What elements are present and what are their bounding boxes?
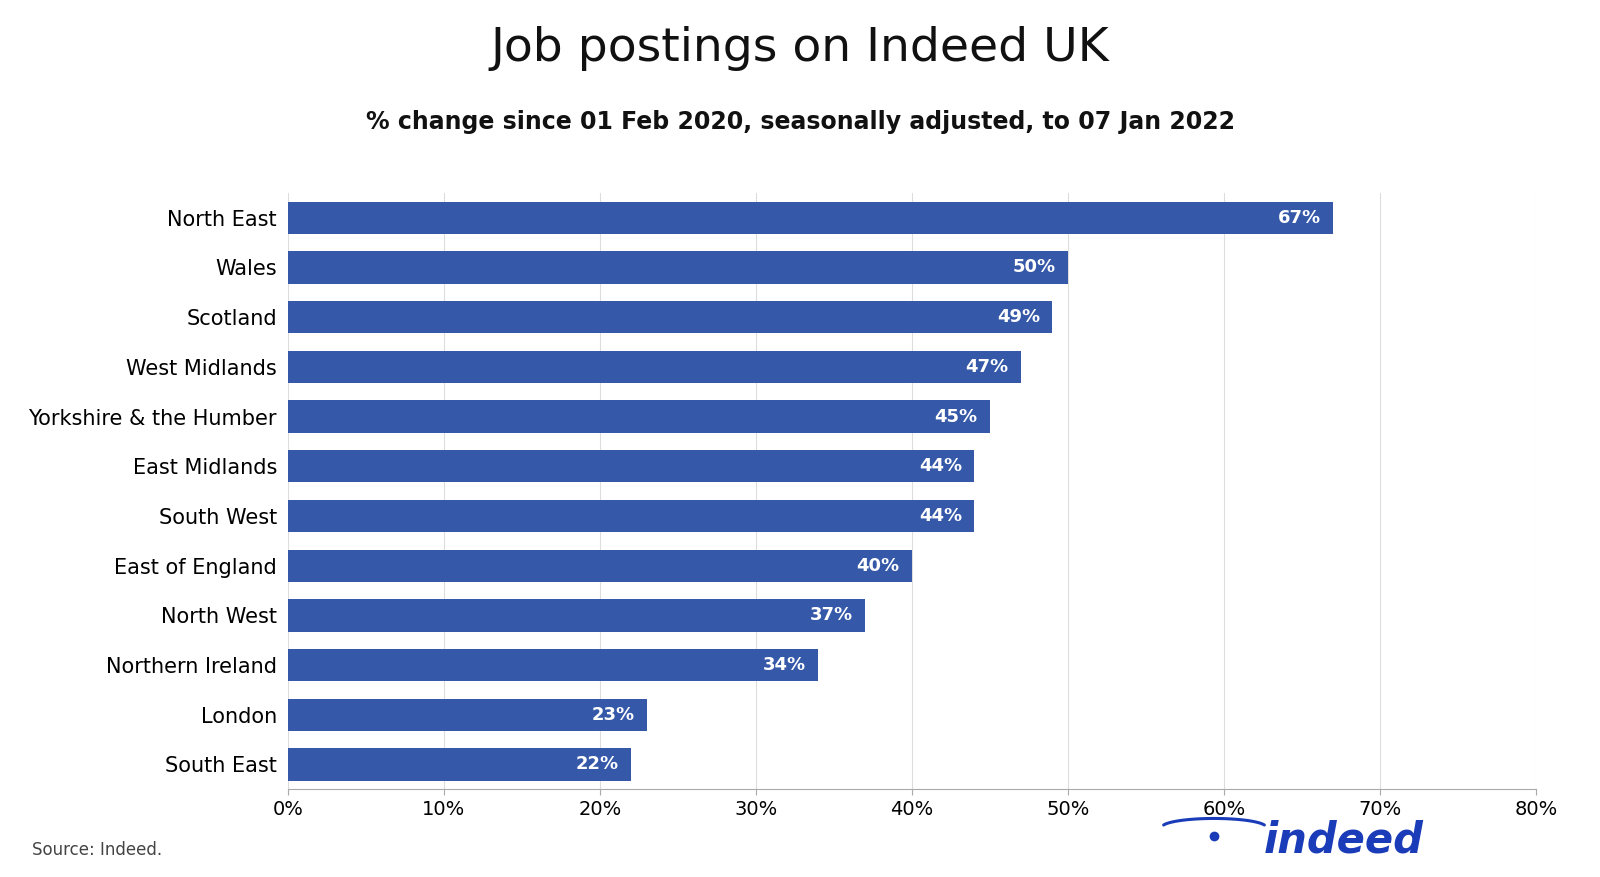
- Text: 23%: 23%: [590, 706, 634, 724]
- Text: 37%: 37%: [810, 606, 853, 624]
- Bar: [288, 351, 1021, 383]
- Bar: [288, 202, 1333, 234]
- Text: 34%: 34%: [763, 656, 806, 674]
- Text: 22%: 22%: [576, 755, 619, 774]
- Bar: [288, 401, 990, 432]
- Bar: [288, 599, 866, 631]
- Bar: [288, 699, 646, 731]
- Bar: [288, 450, 974, 482]
- Text: 45%: 45%: [934, 408, 978, 425]
- Text: 49%: 49%: [997, 308, 1040, 326]
- Text: % change since 01 Feb 2020, seasonally adjusted, to 07 Jan 2022: % change since 01 Feb 2020, seasonally a…: [365, 110, 1235, 133]
- Text: 50%: 50%: [1013, 259, 1056, 276]
- Bar: [288, 748, 630, 781]
- Text: 44%: 44%: [918, 507, 962, 525]
- Text: Source: Indeed.: Source: Indeed.: [32, 841, 162, 859]
- Bar: [288, 252, 1069, 283]
- Text: 40%: 40%: [856, 557, 899, 574]
- Text: indeed: indeed: [1264, 820, 1424, 861]
- Text: 44%: 44%: [918, 457, 962, 475]
- Bar: [288, 550, 912, 581]
- Bar: [288, 500, 974, 532]
- Text: 47%: 47%: [965, 358, 1008, 376]
- Bar: [288, 649, 819, 681]
- Text: Job postings on Indeed UK: Job postings on Indeed UK: [491, 26, 1109, 71]
- Bar: [288, 301, 1053, 333]
- Text: 67%: 67%: [1277, 209, 1320, 227]
